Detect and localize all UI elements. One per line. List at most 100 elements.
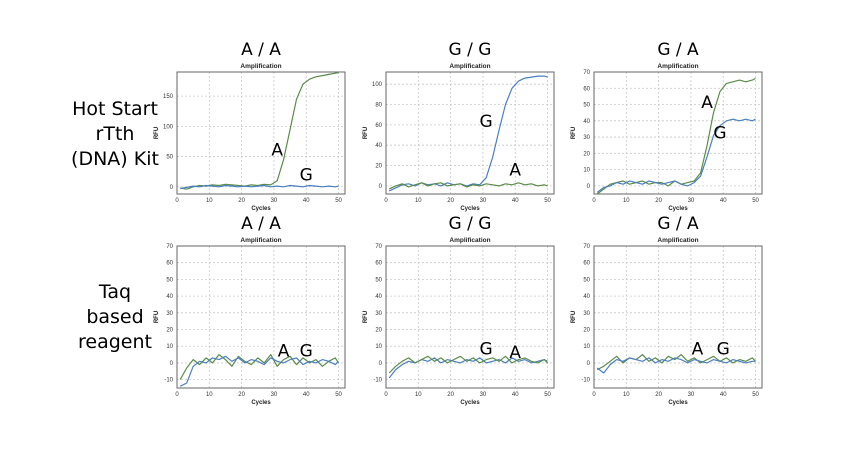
y-tick-label: 30: [166, 311, 173, 317]
x-tick-label: 0: [592, 198, 596, 204]
x-tick-label: 30: [480, 392, 487, 398]
x-tick-label: 50: [752, 198, 759, 204]
y-tick-label: 70: [375, 244, 382, 250]
y-tick-label: 0: [170, 361, 174, 367]
y-tick-label: 20: [166, 328, 173, 334]
series-line-g: [596, 118, 756, 193]
x-tick-label: 40: [512, 198, 519, 204]
y-tick-label: 70: [583, 70, 590, 76]
y-tick-label: 30: [583, 311, 590, 317]
curve-annotation: G: [300, 341, 313, 361]
y-tick-label: 100: [163, 124, 174, 130]
chart-title: A / A: [241, 214, 281, 234]
y-tick-label: 150: [163, 94, 174, 100]
y-tick-label: 70: [166, 244, 173, 250]
x-tick-label: 40: [303, 198, 310, 204]
x-axis-label: Cycles: [460, 206, 480, 212]
y-tick-label: 40: [375, 294, 382, 300]
row-label-bottom: Taq based reagent: [60, 280, 170, 355]
y-axis-label: RFU: [363, 127, 369, 139]
x-axis-label: Cycles: [251, 400, 271, 406]
row-label-top: Hot Start rTth (DNA) Kit: [40, 97, 190, 172]
y-tick-label: -10: [164, 378, 173, 384]
y-tick-label: 20: [375, 328, 382, 334]
y-tick-label: 0: [587, 361, 591, 367]
chart-title: G / G: [449, 214, 492, 234]
x-tick-label: 30: [688, 392, 695, 398]
curve-annotation: A: [701, 93, 713, 113]
curve-annotation: G: [480, 112, 493, 132]
x-tick-label: 10: [206, 198, 213, 204]
curve-annotation: A: [509, 343, 521, 363]
x-tick-label: 50: [335, 198, 342, 204]
x-tick-label: 50: [544, 198, 551, 204]
y-tick-label: 10: [375, 344, 382, 350]
y-tick-label: 0: [587, 184, 591, 190]
x-tick-label: 10: [206, 392, 213, 398]
curve-annotation: A: [271, 140, 283, 160]
row-label-line: rTth: [95, 123, 135, 145]
plot-frame: [593, 245, 763, 389]
plot-frame: [176, 71, 346, 195]
curve-annotation: A: [509, 161, 521, 181]
y-tick-label: 60: [375, 123, 382, 129]
x-tick-label: 30: [271, 198, 278, 204]
y-tick-label: 0: [379, 361, 383, 367]
chart-subtitle: Amplification: [449, 63, 490, 70]
y-tick-label: 40: [375, 143, 382, 149]
chart-subtitle: Amplification: [657, 237, 698, 244]
y-tick-label: 0: [379, 184, 383, 190]
curve-annotation: G: [717, 340, 730, 360]
y-tick-label: 70: [583, 244, 590, 250]
y-tick-label: 10: [166, 344, 173, 350]
y-tick-label: 100: [372, 82, 383, 88]
x-tick-label: 30: [271, 392, 278, 398]
chart-subtitle: Amplification: [240, 237, 281, 244]
y-tick-label: -10: [373, 378, 382, 384]
row-label-line: reagent: [78, 331, 152, 353]
chart-subtitle: Amplification: [240, 63, 281, 70]
plot-frame: [385, 71, 555, 195]
chart-title: G / G: [449, 40, 492, 60]
x-tick-label: 20: [655, 198, 662, 204]
x-tick-label: 50: [335, 392, 342, 398]
curve-annotation: G: [480, 340, 493, 360]
curve-annotation: G: [713, 124, 726, 144]
x-tick-label: 40: [720, 392, 727, 398]
series-line-a: [596, 77, 756, 195]
series-line-a: [180, 72, 339, 190]
x-tick-label: 50: [544, 392, 551, 398]
x-axis-label: Cycles: [460, 400, 480, 406]
series-line-g: [596, 357, 756, 374]
x-tick-label: 0: [175, 392, 179, 398]
y-tick-label: 30: [583, 135, 590, 141]
x-tick-label: 0: [175, 198, 179, 204]
y-tick-label: 60: [375, 261, 382, 267]
x-axis-label: Cycles: [668, 400, 688, 406]
y-tick-label: -10: [581, 378, 590, 384]
y-tick-label: 60: [166, 261, 173, 267]
x-tick-label: 40: [720, 198, 727, 204]
x-tick-label: 0: [384, 198, 388, 204]
x-tick-label: 20: [238, 198, 245, 204]
x-tick-label: 50: [752, 392, 759, 398]
y-tick-label: 50: [166, 277, 173, 283]
y-tick-label: 20: [583, 151, 590, 157]
y-axis-label: RFU: [154, 311, 160, 323]
y-tick-label: 50: [583, 277, 590, 283]
y-tick-label: 30: [375, 311, 382, 317]
chart-title: A / A: [241, 40, 281, 60]
plot-frame: [593, 71, 763, 195]
x-axis-label: Cycles: [251, 206, 271, 212]
row-label-line: Hot Start: [72, 98, 158, 120]
chart-subtitle: Amplification: [657, 63, 698, 70]
y-tick-label: 50: [166, 155, 173, 161]
row-label-line: based: [86, 306, 144, 328]
series-line-g: [180, 184, 339, 190]
chart-title: G / A: [657, 40, 699, 60]
row-label-line: Taq: [98, 281, 132, 303]
y-tick-label: 60: [583, 261, 590, 267]
x-tick-label: 10: [623, 198, 630, 204]
x-tick-label: 10: [415, 198, 422, 204]
